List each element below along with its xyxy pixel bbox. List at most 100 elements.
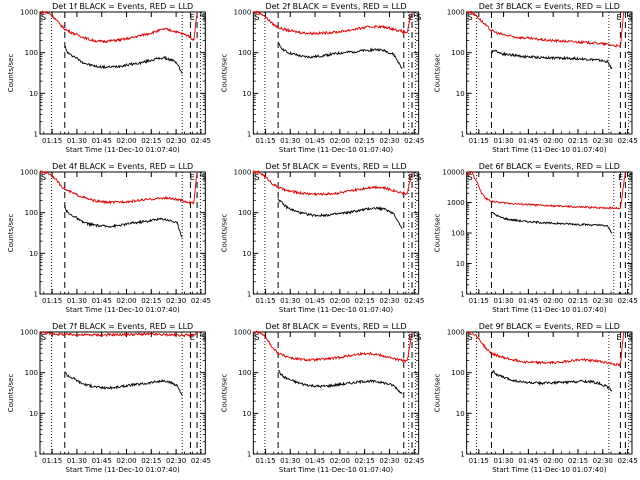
y-axis-label: Counts/sec [434, 374, 442, 413]
y-tick-label: 1 [247, 451, 251, 459]
x-axis-label: Start Time (11-Dec-10 01:07:40) [492, 306, 606, 314]
series-lld-line [466, 9, 625, 48]
marker-label-s: S [201, 13, 206, 22]
series-events-line [277, 41, 403, 69]
axes-frame [466, 331, 633, 455]
subplot-title: Det 1f BLACK = Events, RED = LLD [52, 2, 193, 11]
x-tick-label: 01:15 [255, 457, 275, 465]
x-tick-label: 02:45 [617, 137, 637, 145]
marker-label-s: S [201, 333, 206, 342]
x-axis-label: Start Time (11-Dec-10 01:07:40) [66, 466, 180, 474]
x-tick-label: 02:30 [166, 137, 186, 145]
x-tick-label: 01:15 [42, 297, 62, 305]
series-events-line [491, 370, 613, 392]
x-tick-label: 01:45 [92, 457, 112, 465]
axes-frame [252, 11, 420, 135]
marker-label-s: S [468, 333, 473, 342]
y-tick-label: 1 [34, 131, 38, 139]
x-tick-label: 01:45 [518, 137, 538, 145]
marker-label-e: E [618, 173, 623, 182]
y-axis-label: Counts/sec [7, 214, 15, 253]
x-tick-label: 01:30 [67, 297, 87, 305]
series-lld-line [252, 330, 413, 364]
y-axis-label: Counts/sec [434, 54, 442, 93]
subplot-title: Det 6f BLACK = Events, RED = LLD [479, 162, 620, 171]
y-axis-label: Counts/sec [7, 54, 15, 93]
marker-label-s: S [468, 173, 473, 182]
y-tick-label: 10 [29, 250, 38, 258]
x-tick-label: 02:00 [116, 137, 136, 145]
y-tick-label: 10 [456, 260, 465, 268]
x-tick-label: 02:30 [166, 297, 186, 305]
y-axis-label: Counts/sec [220, 374, 228, 413]
x-tick-label: 02:00 [330, 457, 350, 465]
marker-label-s: S [416, 173, 421, 182]
x-tick-label: 01:15 [42, 457, 62, 465]
subplot-title: Det 9f BLACK = Events, RED = LLD [479, 322, 620, 331]
subplot-det-9f: Det 9f BLACK = Events, RED = LLD 1 10 100 10… [434, 322, 638, 474]
marker-label-s: S [628, 13, 633, 22]
x-axis-label: Start Time (11-Dec-10 01:07:40) [492, 146, 606, 154]
marker-label-e: E [616, 13, 621, 22]
x-tick-label: 02:15 [568, 297, 588, 305]
series-lld-line [252, 10, 413, 36]
y-tick-label: 1 [247, 131, 251, 139]
y-tick-label: 10 [456, 90, 465, 98]
y-tick-label: 1000 [20, 169, 38, 177]
x-tick-label: 02:45 [191, 297, 211, 305]
x-tick-label: 01:30 [280, 457, 300, 465]
subplot-det-3f: Det 3f BLACK = Events, RED = LLD 1 10 100 10… [434, 2, 638, 154]
x-tick-label: 02:30 [379, 137, 399, 145]
x-tick-label: 02:15 [141, 457, 161, 465]
marker-label-s: S [416, 333, 421, 342]
x-tick-label: 02:15 [141, 137, 161, 145]
x-tick-label: 02:30 [593, 137, 613, 145]
series-lld-line [466, 170, 626, 210]
series-events-line [491, 211, 613, 234]
x-tick-label: 02:45 [404, 457, 424, 465]
subplot-title: Det 3f BLACK = Events, RED = LLD [479, 2, 620, 11]
x-tick-label: 02:30 [166, 457, 186, 465]
x-tick-label: 02:30 [379, 297, 399, 305]
x-tick-label: 01:45 [305, 137, 325, 145]
x-tick-label: 01:30 [493, 297, 513, 305]
marker-label-s: S [41, 333, 46, 342]
x-tick-label: 02:45 [404, 137, 424, 145]
y-tick-label: 100 [25, 49, 38, 57]
x-tick-label: 01:45 [92, 137, 112, 145]
x-tick-label: 01:30 [67, 457, 87, 465]
series-events-line [277, 198, 403, 229]
marker-label-e: E [190, 13, 195, 22]
marker-label-s: S [254, 173, 259, 182]
x-tick-label: 02:45 [191, 457, 211, 465]
y-tick-label: 1000 [447, 199, 465, 207]
x-tick-label: 01:15 [42, 137, 62, 145]
marker-label-s: S [254, 13, 259, 22]
x-axis-label: Start Time (11-Dec-10 01:07:40) [279, 306, 393, 314]
subplot-title: Det 2f BLACK = Events, RED = LLD [265, 2, 406, 11]
x-tick-label: 01:15 [469, 137, 489, 145]
x-tick-label: 02:45 [617, 297, 637, 305]
marker-label-e: E [190, 173, 195, 182]
x-axis-label: Start Time (11-Dec-10 01:07:40) [279, 466, 393, 474]
y-tick-label: 1 [34, 291, 38, 299]
x-axis-label: Start Time (11-Dec-10 01:07:40) [492, 466, 606, 474]
subplot-det-5f: Det 5f BLACK = Events, RED = LLD 1 10 100 10… [220, 162, 424, 314]
subplot-det-8f: Det 8f BLACK = Events, RED = LLD 1 10 100 10… [220, 322, 424, 474]
marker-label-s: S [201, 173, 206, 182]
x-axis-label: Start Time (11-Dec-10 01:07:40) [279, 146, 393, 154]
y-tick-label: 1000 [234, 169, 252, 177]
x-tick-label: 02:15 [568, 137, 588, 145]
x-tick-label: 01:30 [280, 297, 300, 305]
subplot-det-6f: Det 6f BLACK = Events, RED = LLD 1 10 100 10… [434, 162, 638, 314]
subplot-det-4f: Det 4f BLACK = Events, RED = LLD 1 10 100 10… [7, 162, 211, 314]
subplot-det-1f: Det 1f BLACK = Events, RED = LLD 1 10 100 10… [7, 2, 211, 154]
y-tick-label: 1000 [20, 329, 38, 337]
x-tick-label: 01:30 [493, 457, 513, 465]
x-tick-label: 01:30 [280, 137, 300, 145]
y-tick-label: 10 [456, 410, 465, 418]
y-tick-label: 1000 [447, 329, 465, 337]
x-tick-label: 02:00 [543, 137, 563, 145]
x-tick-label: 02:45 [404, 297, 424, 305]
